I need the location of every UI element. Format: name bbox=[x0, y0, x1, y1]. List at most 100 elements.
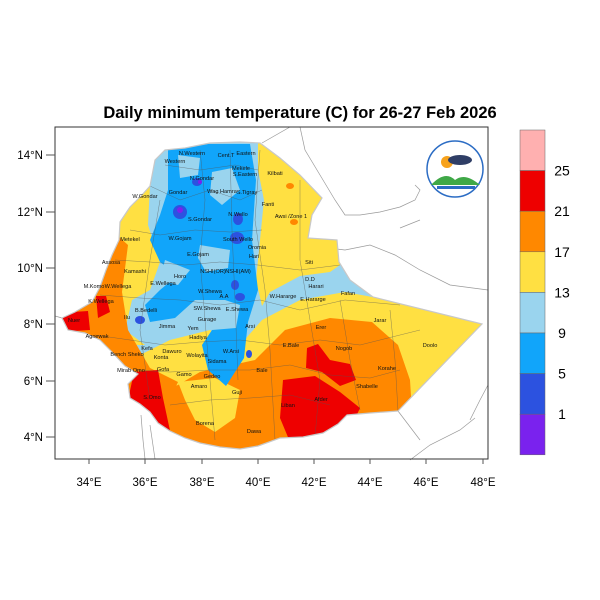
region-label: W.Hararge bbox=[270, 294, 297, 300]
region-label: N.Western bbox=[179, 151, 205, 157]
y-tick-label: 8°N bbox=[24, 319, 43, 331]
region-label: Yem bbox=[188, 326, 199, 332]
zone-17-21 bbox=[286, 183, 294, 189]
zone-17-21 bbox=[290, 219, 298, 225]
legend-swatch bbox=[519, 170, 546, 212]
region-label: Bench Sheko bbox=[110, 352, 143, 358]
region-label: Gurage bbox=[198, 317, 217, 323]
y-axis bbox=[46, 154, 55, 438]
region-label: Gondar bbox=[169, 190, 188, 196]
region-label: Sidama bbox=[208, 359, 228, 365]
region-label: Gofa bbox=[157, 367, 170, 373]
legend-label: 17 bbox=[554, 244, 570, 260]
x-tick-label: 44°E bbox=[357, 477, 382, 489]
legend-label: 1 bbox=[558, 406, 566, 422]
region-label: NSHI(OR) bbox=[200, 269, 226, 275]
region-label: Dawa bbox=[247, 429, 262, 435]
region-label: E.Bale bbox=[283, 343, 299, 349]
region-label: Afder bbox=[314, 397, 328, 403]
region-label: Assosa bbox=[102, 260, 121, 266]
region-label: Ilu bbox=[124, 315, 130, 321]
region-label: E.Shewa bbox=[226, 307, 249, 313]
region-label: NSHI(AM) bbox=[225, 269, 251, 275]
region-label: Doolo bbox=[423, 343, 438, 349]
legend-label: 13 bbox=[554, 284, 570, 300]
x-tick-label: 48°E bbox=[470, 477, 495, 489]
region-label: Harari bbox=[308, 284, 323, 290]
x-tick-label: 46°E bbox=[413, 477, 438, 489]
x-axis bbox=[88, 459, 484, 464]
region-label: B.Bedelli bbox=[135, 308, 157, 314]
region-label: Agnewak bbox=[85, 334, 108, 340]
region-label: Borena bbox=[196, 421, 215, 427]
admin-borders bbox=[94, 149, 421, 441]
legend-swatch bbox=[519, 332, 546, 374]
region-label: E.Wellega bbox=[150, 281, 176, 287]
region-label: W.Shewa bbox=[198, 289, 223, 295]
region-label: N.Gondar bbox=[190, 176, 214, 182]
y-tick-label: 12°N bbox=[17, 207, 43, 219]
region-label: Eastern bbox=[236, 151, 255, 157]
region-label: Shabelle bbox=[356, 384, 378, 390]
legend-swatch bbox=[519, 210, 546, 253]
region-label: K.Wellega bbox=[88, 299, 114, 305]
region-label: Nuer bbox=[68, 318, 80, 324]
legend-swatch bbox=[519, 129, 546, 171]
y-tick-label: 4°N bbox=[24, 432, 43, 444]
region-label: SW.Shewa bbox=[193, 306, 221, 312]
legend-swatch bbox=[519, 292, 546, 334]
region-label: S.Omo bbox=[143, 395, 160, 401]
region-label: W.Gondar bbox=[132, 194, 157, 200]
region-label: Mirab Omo bbox=[117, 368, 145, 374]
region-label: Oromia bbox=[248, 245, 267, 251]
region-label: Siti bbox=[305, 260, 313, 266]
legend-label: 25 bbox=[554, 163, 570, 179]
region-label: Nogob bbox=[336, 346, 352, 352]
region-label: Wolayita bbox=[186, 353, 208, 359]
region-label: Awsi /Zone 1 bbox=[275, 214, 307, 220]
legend-swatch bbox=[519, 413, 546, 456]
region-label: Mekele bbox=[232, 166, 250, 172]
region-label: Gedeo bbox=[204, 374, 221, 380]
region-label: Kilbati bbox=[267, 171, 282, 177]
zone-17-21 bbox=[62, 236, 178, 405]
region-label: Fanti bbox=[262, 202, 274, 208]
region-label: Amaro bbox=[191, 384, 207, 390]
legend-swatch bbox=[519, 251, 546, 293]
zone-21-25 bbox=[306, 344, 356, 386]
region-label: Hari bbox=[249, 254, 259, 260]
legend-label: 9 bbox=[558, 325, 566, 341]
region-label: A.A bbox=[219, 294, 228, 300]
region-label: Konta bbox=[154, 355, 170, 361]
region-label: Metekel bbox=[120, 237, 140, 243]
region-labels: Western N.Western Cent.T Eastern Mekele … bbox=[68, 151, 437, 435]
meteorology-institute-logo bbox=[426, 140, 484, 198]
region-label: Jimma bbox=[159, 324, 176, 330]
region-label: M.Komo bbox=[84, 284, 105, 290]
zone-9-13 bbox=[160, 260, 190, 285]
legend-label: 5 bbox=[558, 366, 566, 382]
region-label: W.Arsi bbox=[223, 349, 239, 355]
zone-21-25 bbox=[96, 296, 110, 318]
zone-9-13 bbox=[178, 155, 200, 178]
x-tick-label: 36°E bbox=[132, 477, 157, 489]
region-label: Western bbox=[165, 159, 186, 165]
region-label: Cent.T bbox=[218, 153, 235, 159]
region-label: Guji bbox=[232, 390, 242, 396]
region-label: S.Eastern bbox=[233, 172, 258, 178]
x-tick-label: 34°E bbox=[76, 477, 101, 489]
zone-9-13 bbox=[198, 245, 230, 272]
zone-9-13 bbox=[210, 168, 240, 205]
region-label: Wag Hamra bbox=[207, 189, 238, 195]
region-label: Kamashi bbox=[124, 269, 146, 275]
region-label: N.Wello bbox=[228, 212, 247, 218]
region-label: Bale bbox=[256, 368, 267, 374]
region-label: Arsi bbox=[245, 324, 255, 330]
region-label: Fafan bbox=[341, 291, 355, 297]
y-tick-label: 10°N bbox=[17, 263, 43, 275]
region-label: W.Gojam bbox=[168, 236, 191, 242]
y-tick-label: 14°N bbox=[17, 150, 43, 162]
zone-13-17 bbox=[178, 378, 240, 432]
